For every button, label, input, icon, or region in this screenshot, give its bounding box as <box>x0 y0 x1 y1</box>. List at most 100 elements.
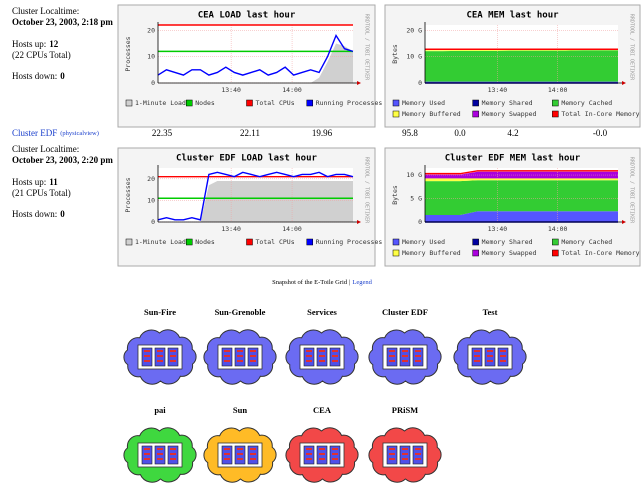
server-led[interactable] <box>402 458 408 460</box>
server-led[interactable] <box>144 458 150 460</box>
server-led[interactable] <box>319 355 325 357</box>
server-led[interactable] <box>332 453 338 455</box>
server-led[interactable] <box>389 360 395 362</box>
server-led[interactable] <box>237 360 243 362</box>
server-led[interactable] <box>170 360 176 362</box>
server-led[interactable] <box>237 448 243 450</box>
server-led[interactable] <box>224 458 230 460</box>
server-led[interactable] <box>157 458 163 460</box>
server-led[interactable] <box>224 360 230 362</box>
grid-node-name[interactable]: Sun-Grenoble <box>215 307 266 317</box>
grid-node[interactable]: PRiSM <box>368 405 442 483</box>
server-led[interactable] <box>250 453 256 455</box>
server-led[interactable] <box>487 350 493 352</box>
grid-node-name[interactable]: Cluster EDF <box>382 307 428 317</box>
server-led[interactable] <box>170 350 176 352</box>
server-led[interactable] <box>332 350 338 352</box>
server-led[interactable] <box>144 350 150 352</box>
legend-link[interactable]: Legend <box>352 279 372 286</box>
server-led[interactable] <box>319 350 325 352</box>
server-led[interactable] <box>170 355 176 357</box>
grid-node[interactable]: CEA <box>285 405 359 483</box>
server-led[interactable] <box>319 453 325 455</box>
server-led[interactable] <box>306 355 312 357</box>
server-led[interactable] <box>402 448 408 450</box>
server-led[interactable] <box>250 350 256 352</box>
grid-node[interactable]: Test <box>453 307 527 385</box>
server-led[interactable] <box>144 355 150 357</box>
server-led[interactable] <box>332 458 338 460</box>
server-led[interactable] <box>474 355 480 357</box>
grid-node[interactable]: Sun-Grenoble <box>203 307 277 385</box>
server-led[interactable] <box>250 448 256 450</box>
server-led[interactable] <box>237 355 243 357</box>
server-led[interactable] <box>332 360 338 362</box>
server-led[interactable] <box>402 360 408 362</box>
server-led[interactable] <box>500 355 506 357</box>
grid-node-name[interactable]: Sun <box>233 405 247 415</box>
server-led[interactable] <box>306 350 312 352</box>
server-led[interactable] <box>402 453 408 455</box>
server-led[interactable] <box>157 355 163 357</box>
grid-node-name[interactable]: Test <box>483 307 498 317</box>
server-led[interactable] <box>250 360 256 362</box>
grid-node-name[interactable]: Sun-Fire <box>144 307 176 317</box>
server-led[interactable] <box>389 350 395 352</box>
server-led[interactable] <box>415 453 421 455</box>
grid-node-name[interactable]: CEA <box>313 405 332 415</box>
server-led[interactable] <box>250 458 256 460</box>
server-led[interactable] <box>157 453 163 455</box>
cluster-name[interactable]: Cluster EDF <box>12 128 57 138</box>
server-led[interactable] <box>402 350 408 352</box>
server-led[interactable] <box>415 350 421 352</box>
grid-node[interactable]: Cluster EDF <box>368 307 442 385</box>
cluster-view[interactable]: (physicalview) <box>60 130 99 137</box>
server-led[interactable] <box>415 448 421 450</box>
server-led[interactable] <box>237 458 243 460</box>
server-led[interactable] <box>237 350 243 352</box>
server-led[interactable] <box>319 360 325 362</box>
server-led[interactable] <box>170 448 176 450</box>
server-led[interactable] <box>224 453 230 455</box>
server-led[interactable] <box>224 350 230 352</box>
server-led[interactable] <box>332 355 338 357</box>
server-led[interactable] <box>144 448 150 450</box>
server-led[interactable] <box>306 360 312 362</box>
server-led[interactable] <box>237 453 243 455</box>
server-led[interactable] <box>319 458 325 460</box>
server-led[interactable] <box>170 453 176 455</box>
server-led[interactable] <box>487 360 493 362</box>
grid-node[interactable]: Sun-Fire <box>123 307 197 385</box>
server-led[interactable] <box>144 360 150 362</box>
server-led[interactable] <box>500 360 506 362</box>
server-led[interactable] <box>144 453 150 455</box>
server-led[interactable] <box>415 360 421 362</box>
server-led[interactable] <box>487 355 493 357</box>
server-led[interactable] <box>402 355 408 357</box>
server-led[interactable] <box>415 458 421 460</box>
server-led[interactable] <box>474 350 480 352</box>
server-led[interactable] <box>157 360 163 362</box>
grid-node-name[interactable]: Services <box>307 307 337 317</box>
server-led[interactable] <box>306 448 312 450</box>
server-led[interactable] <box>157 448 163 450</box>
grid-node-name[interactable]: PRiSM <box>392 405 418 415</box>
server-led[interactable] <box>224 448 230 450</box>
server-led[interactable] <box>389 458 395 460</box>
server-led[interactable] <box>389 448 395 450</box>
server-led[interactable] <box>474 360 480 362</box>
cluster-link[interactable]: Cluster EDF (physicalview) <box>12 128 99 138</box>
server-led[interactable] <box>332 448 338 450</box>
server-led[interactable] <box>306 453 312 455</box>
server-led[interactable] <box>415 355 421 357</box>
server-led[interactable] <box>250 355 256 357</box>
server-led[interactable] <box>170 458 176 460</box>
server-led[interactable] <box>157 350 163 352</box>
server-led[interactable] <box>500 350 506 352</box>
server-led[interactable] <box>306 458 312 460</box>
grid-node[interactable]: Services <box>285 307 359 385</box>
server-led[interactable] <box>389 355 395 357</box>
server-led[interactable] <box>224 355 230 357</box>
grid-node[interactable]: Sun <box>203 405 277 483</box>
grid-node[interactable]: pai <box>123 405 197 483</box>
